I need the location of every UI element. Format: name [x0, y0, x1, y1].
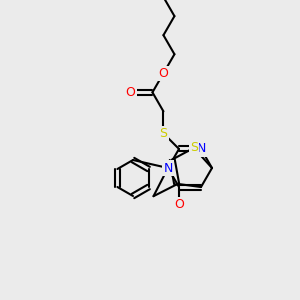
- Text: N: N: [163, 161, 173, 175]
- Text: N: N: [196, 142, 206, 155]
- Text: O: O: [125, 86, 135, 99]
- Text: S: S: [159, 127, 167, 140]
- Text: O: O: [158, 67, 168, 80]
- Text: O: O: [174, 198, 184, 211]
- Text: S: S: [190, 141, 198, 154]
